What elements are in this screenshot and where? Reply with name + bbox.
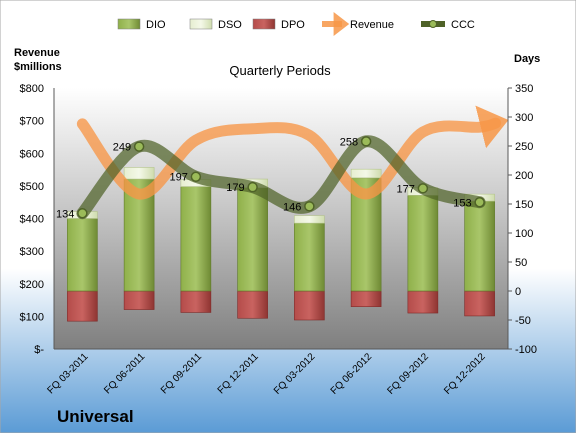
left-axis-title-line2: $millions — [14, 61, 62, 73]
ccc-data-label: 258 — [340, 136, 358, 148]
left-axis-title-line1: Revenue — [14, 47, 60, 59]
ccc-data-label: 197 — [170, 172, 188, 184]
right-tick-label: 50 — [515, 257, 527, 269]
company-name: Universal — [57, 407, 134, 426]
ccc-point — [360, 136, 372, 147]
ccc-point — [474, 197, 485, 208]
legend-label: DIO — [146, 19, 166, 31]
ccc-data-label: 134 — [56, 208, 74, 220]
left-tick-label: $500 — [20, 181, 44, 193]
dpo-bar — [180, 290, 212, 313]
ccc-point — [77, 208, 88, 219]
dio-bar — [464, 200, 495, 292]
dio-bar — [407, 195, 439, 292]
dpo-bar — [294, 290, 325, 321]
ccc-data-label: 179 — [226, 182, 244, 194]
dpo-bar — [123, 290, 155, 310]
ccc-point — [247, 181, 258, 193]
ccc-point — [417, 183, 429, 194]
ccc-point — [190, 171, 202, 182]
right-tick-label: 0 — [515, 286, 521, 298]
dio-bar — [237, 187, 268, 292]
revenue-line — [76, 105, 509, 200]
left-tick-label: $700 — [20, 116, 44, 128]
legend-symbol-dpo — [252, 18, 276, 30]
ccc-data-label: 177 — [397, 183, 415, 195]
dpo-bar — [237, 290, 268, 319]
legend-label: CCC — [451, 19, 475, 31]
left-tick-label: $400 — [20, 214, 44, 226]
dpo-bar — [464, 290, 495, 317]
left-tick-label: $200 — [20, 279, 44, 291]
dso-bar — [294, 215, 325, 224]
right-tick-label: 350 — [515, 83, 533, 95]
right-tick-label: 300 — [515, 112, 533, 124]
ccc-point — [133, 141, 145, 152]
chart-title: Quarterly Periods — [229, 63, 331, 78]
dpo-bar — [350, 290, 382, 307]
dio-bar — [67, 218, 98, 292]
dpo-bar — [407, 290, 439, 314]
legend-symbol-dio — [117, 18, 141, 30]
legend-symbol-dso — [189, 18, 213, 30]
ccc-data-label: 249 — [113, 142, 131, 154]
right-tick-label: -100 — [515, 344, 537, 356]
right-axis-title: Days — [514, 53, 540, 65]
ccc-data-label: 153 — [453, 197, 471, 209]
right-tick-label: 200 — [515, 170, 533, 182]
ccc-data-label: 146 — [283, 201, 301, 213]
dpo-bar — [67, 290, 98, 322]
legend-label: DSO — [218, 19, 242, 31]
dio-bar — [294, 222, 325, 292]
left-tick-label: $800 — [20, 83, 44, 95]
right-tick-label: 100 — [515, 228, 533, 240]
dio-bar — [180, 186, 212, 292]
legend-symbol-ccc-marker — [429, 20, 437, 28]
left-tick-label: $100 — [20, 311, 44, 323]
left-tick-label: $- — [34, 344, 44, 356]
right-tick-label: 250 — [515, 141, 533, 153]
ccc-point — [304, 201, 315, 212]
dso-bar — [350, 168, 382, 179]
right-tick-label: -50 — [515, 315, 531, 327]
right-tick-label: 150 — [515, 199, 533, 211]
left-tick-label: $600 — [20, 148, 44, 160]
legend-label: DPO — [281, 19, 305, 31]
legend-label: Revenue — [350, 19, 394, 31]
dso-bar — [123, 167, 155, 180]
left-tick-label: $300 — [20, 246, 44, 258]
